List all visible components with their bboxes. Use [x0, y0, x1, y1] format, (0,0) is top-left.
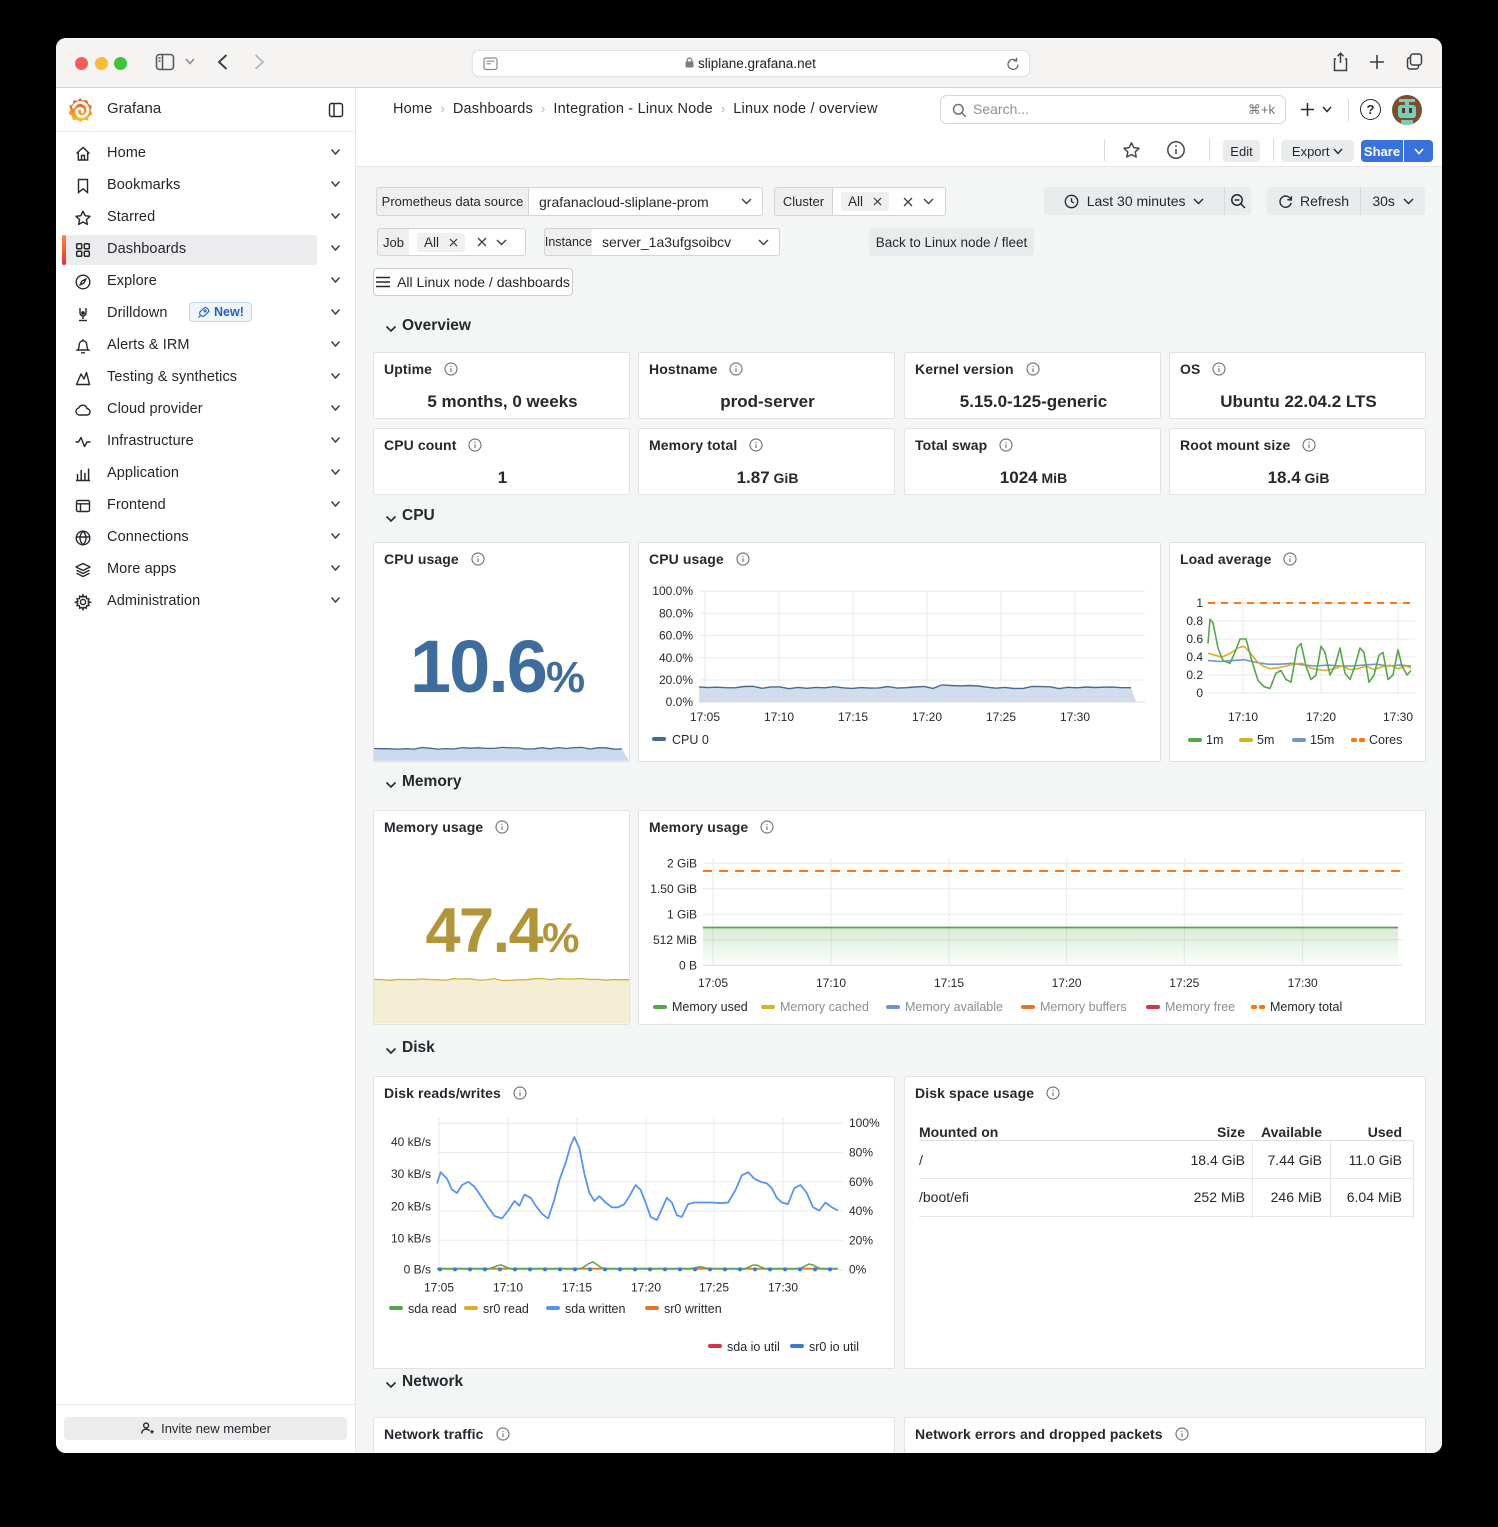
svg-text:17:30: 17:30 [768, 1281, 798, 1295]
svg-text:CPU 0: CPU 0 [672, 733, 709, 747]
svg-text:20%: 20% [849, 1233, 873, 1247]
svg-text:17:30: 17:30 [1060, 710, 1090, 724]
svg-text:60.0%: 60.0% [659, 629, 693, 643]
svg-text:0 B/s: 0 B/s [404, 1263, 431, 1277]
svg-text:17:20: 17:20 [1052, 976, 1082, 990]
svg-text:0.6: 0.6 [1186, 632, 1203, 646]
svg-text:10 kB/s: 10 kB/s [391, 1232, 431, 1246]
svg-text:40%: 40% [849, 1204, 873, 1218]
svg-text:17:20: 17:20 [631, 1281, 661, 1295]
svg-text:5m: 5m [1257, 733, 1274, 747]
svg-text:1.50 GiB: 1.50 GiB [650, 882, 697, 896]
svg-text:0.4: 0.4 [1186, 650, 1203, 664]
svg-text:40.0%: 40.0% [659, 651, 693, 665]
svg-text:17:10: 17:10 [1228, 710, 1258, 724]
svg-text:17:05: 17:05 [690, 710, 720, 724]
svg-text:Memory available: Memory available [905, 1000, 1003, 1014]
svg-text:17:15: 17:15 [934, 976, 964, 990]
svg-text:100%: 100% [849, 1116, 880, 1130]
svg-text:0.8: 0.8 [1186, 614, 1203, 628]
svg-text:sr0 read: sr0 read [483, 1302, 529, 1316]
svg-text:80.0%: 80.0% [659, 606, 693, 620]
svg-text:Memory total: Memory total [1270, 1000, 1342, 1014]
svg-text:17:10: 17:10 [493, 1281, 523, 1295]
svg-text:0.2: 0.2 [1186, 668, 1203, 682]
svg-text:sr0 written: sr0 written [664, 1302, 722, 1316]
svg-text:1 GiB: 1 GiB [667, 907, 697, 921]
svg-text:17:20: 17:20 [912, 710, 942, 724]
svg-text:17:05: 17:05 [424, 1281, 454, 1295]
svg-text:0: 0 [1196, 686, 1203, 700]
svg-text:80%: 80% [849, 1146, 873, 1160]
svg-text:17:30: 17:30 [1288, 976, 1318, 990]
svg-text:30 kB/s: 30 kB/s [391, 1167, 431, 1181]
svg-text:0.0%: 0.0% [666, 695, 694, 709]
svg-text:17:10: 17:10 [764, 710, 794, 724]
svg-text:17:15: 17:15 [838, 710, 868, 724]
svg-text:17:25: 17:25 [986, 710, 1016, 724]
svg-text:sda read: sda read [408, 1302, 457, 1316]
svg-text:100.0%: 100.0% [652, 584, 693, 598]
svg-text:2 GiB: 2 GiB [667, 856, 697, 870]
svg-text:17:20: 17:20 [1306, 710, 1336, 724]
svg-text:17:15: 17:15 [562, 1281, 592, 1295]
svg-text:Memory buffers: Memory buffers [1040, 1000, 1127, 1014]
svg-text:Cores: Cores [1369, 733, 1402, 747]
svg-text:Memory used: Memory used [672, 1000, 748, 1014]
svg-text:Memory cached: Memory cached [780, 1000, 869, 1014]
svg-text:17:25: 17:25 [1169, 976, 1199, 990]
svg-text:sr0 io util: sr0 io util [809, 1340, 859, 1354]
svg-text:20.0%: 20.0% [659, 673, 693, 687]
svg-text:20 kB/s: 20 kB/s [391, 1200, 431, 1214]
svg-text:15m: 15m [1310, 733, 1334, 747]
svg-text:512 MiB: 512 MiB [653, 933, 697, 947]
svg-text:0%: 0% [849, 1263, 867, 1277]
svg-text:1: 1 [1196, 596, 1203, 610]
svg-text:1m: 1m [1206, 733, 1223, 747]
svg-text:17:05: 17:05 [698, 976, 728, 990]
svg-text:sda written: sda written [565, 1302, 625, 1316]
svg-text:40 kB/s: 40 kB/s [391, 1135, 431, 1149]
svg-text:17:30: 17:30 [1383, 710, 1413, 724]
svg-text:60%: 60% [849, 1175, 873, 1189]
svg-text:17:25: 17:25 [699, 1281, 729, 1295]
svg-text:17:10: 17:10 [816, 976, 846, 990]
svg-text:0 B: 0 B [679, 958, 697, 972]
svg-text:Memory free: Memory free [1165, 1000, 1235, 1014]
svg-text:sda io util: sda io util [727, 1340, 780, 1354]
